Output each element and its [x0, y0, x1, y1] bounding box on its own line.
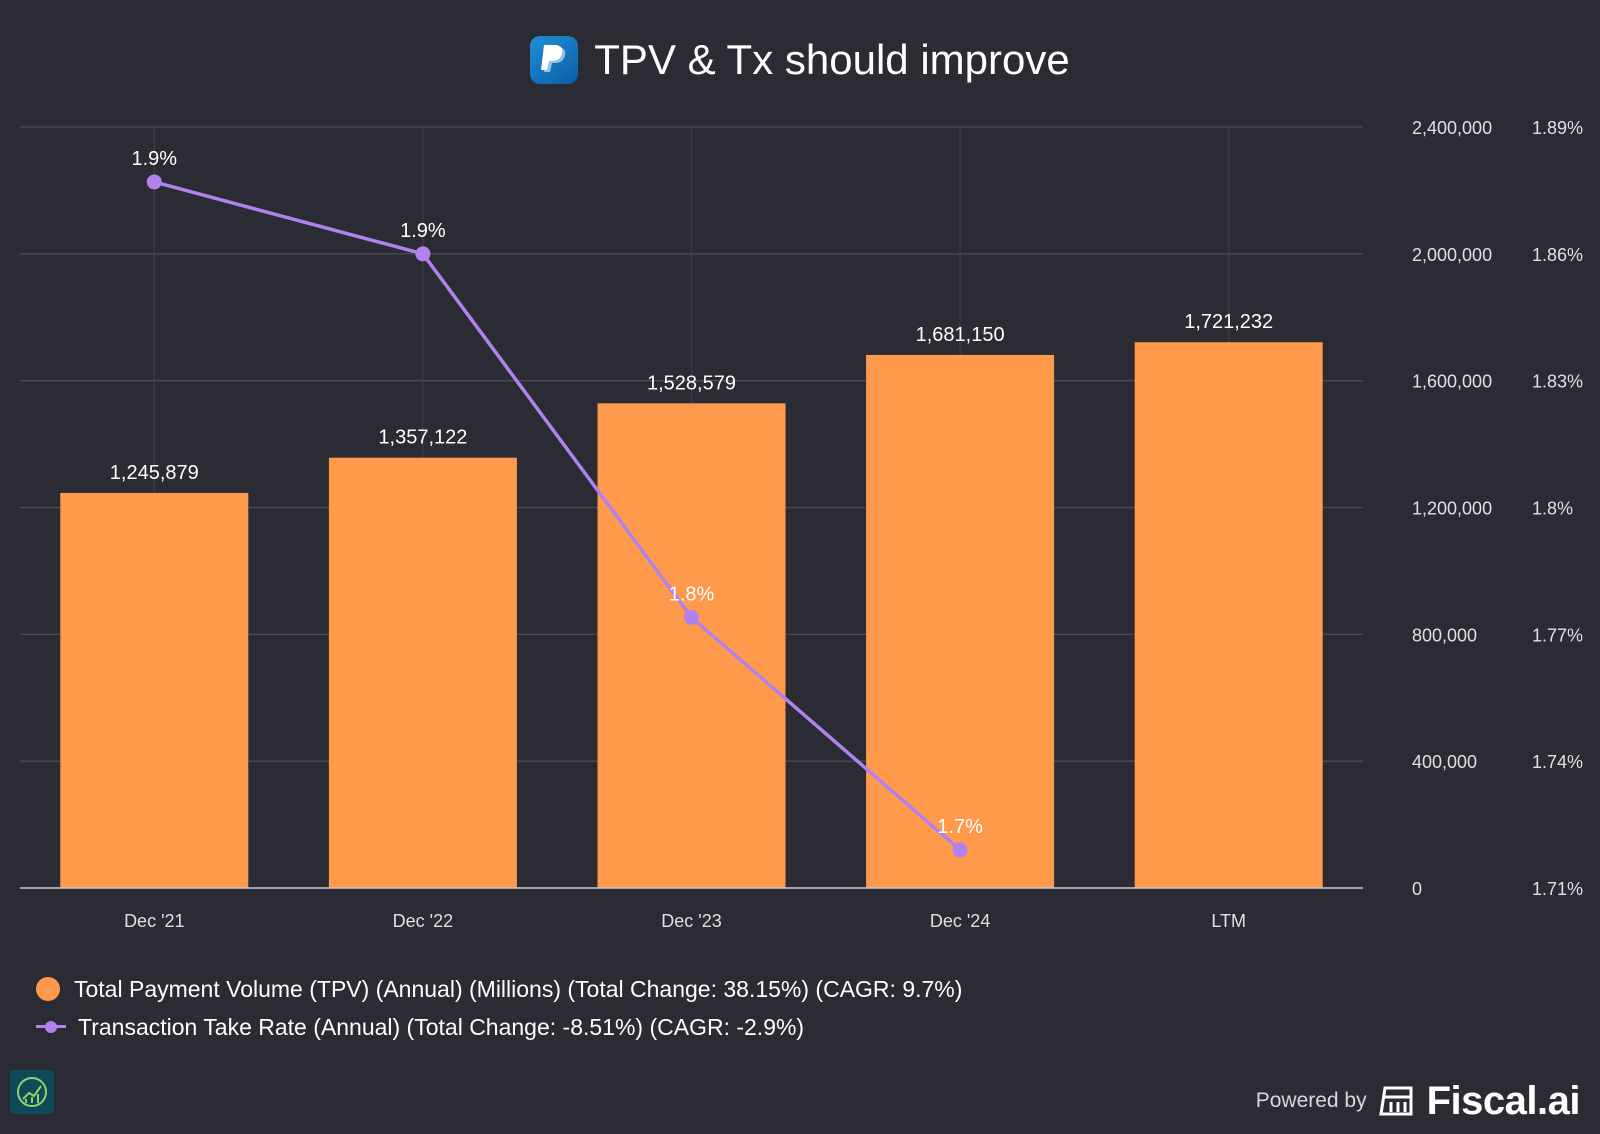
y-right-tick-label: 1.71%	[1532, 879, 1583, 899]
growth-chart-badge-icon	[10, 1070, 54, 1114]
y-right-tick-label: 1.74%	[1532, 752, 1583, 772]
legend-item-tpv[interactable]: Total Payment Volume (TPV) (Annual) (Mil…	[36, 970, 962, 1008]
tpv-bar-label: 1,681,150	[916, 324, 1005, 346]
take-rate-point[interactable]	[684, 609, 699, 625]
y-right-tick-label: 1.83%	[1532, 372, 1583, 392]
tpv-bars	[60, 342, 1323, 888]
x-tick-label: Dec '21	[124, 911, 184, 931]
take-rate-point[interactable]	[952, 842, 968, 858]
tpv-bar-label: 1,528,579	[647, 372, 736, 394]
tpv-legend-swatch	[36, 977, 60, 1001]
paypal-logo-icon	[530, 36, 579, 84]
take-rate-point-label: 1.7%	[937, 816, 983, 838]
y-right-tick-label: 1.86%	[1532, 245, 1583, 265]
y-left-tick-label: 0	[1412, 879, 1422, 899]
y-left-tick-label: 2,000,000	[1412, 245, 1492, 265]
y-right-tick-label: 1.8%	[1532, 499, 1573, 519]
y-left-tick-label: 1,200,000	[1412, 499, 1492, 519]
y-left-tick-label: 2,400,000	[1412, 118, 1492, 138]
take-rate-point[interactable]	[146, 174, 162, 190]
x-tick-label: Dec '23	[661, 911, 721, 931]
take-rate-point-label: 1.8%	[669, 583, 715, 605]
tpv-bar[interactable]	[1134, 342, 1323, 888]
x-tick-label: Dec '22	[393, 911, 453, 931]
y-right-tick-label: 1.77%	[1532, 625, 1583, 645]
chart-header: TPV & Tx should improve	[0, 30, 1600, 90]
x-tick-label: Dec '24	[930, 911, 990, 931]
tpv-bar-label: 1,245,879	[110, 462, 199, 484]
powered-by: Powered by Fiscal.ai	[1255, 1076, 1581, 1126]
take-rate-legend-swatch	[36, 1015, 66, 1039]
take-rate-point-label: 1.9%	[132, 148, 178, 170]
tpv-bar[interactable]	[866, 354, 1055, 888]
powered-by-text: Powered by	[1255, 1089, 1367, 1112]
chart-title: TPV & Tx should improve	[594, 36, 1070, 83]
take-rate-point-label: 1.9%	[400, 220, 446, 242]
tpv-bar[interactable]	[328, 457, 517, 888]
axes: Dec '21 Dec '22 Dec '23 Dec '24 LTM 0 400,000 8…	[20, 118, 1583, 931]
tpv-bar[interactable]	[60, 492, 249, 888]
y-left-tick-label: 800,000	[1412, 625, 1477, 645]
combo-chart: 1,245,879 1,357,122 1,528,579 1,681,150 1,72…	[20, 118, 1583, 931]
y-left-tick-label: 400,000	[1412, 752, 1477, 772]
legend-label-take-rate: Transaction Take Rate (Annual) (Total Ch…	[78, 1013, 805, 1040]
take-rate-point[interactable]	[415, 246, 431, 262]
tpv-bar[interactable]	[597, 403, 786, 888]
tpv-bar-label: 1,357,122	[378, 427, 467, 449]
brand-name: Fiscal.ai	[1426, 1078, 1581, 1123]
take-rate-line	[146, 174, 968, 858]
legend-label-tpv: Total Payment Volume (TPV) (Annual) (Mil…	[74, 975, 963, 1002]
y-left-tick-label: 1,600,000	[1412, 372, 1492, 392]
data-labels: 1,245,879 1,357,122 1,528,579 1,681,150 1,72…	[110, 148, 1273, 838]
legend-item-take-rate[interactable]: Transaction Take Rate (Annual) (Total Ch…	[36, 1008, 962, 1046]
x-tick-label: LTM	[1211, 911, 1246, 931]
tpv-bar-label: 1,721,232	[1184, 311, 1273, 333]
y-right-tick-label: 1.89%	[1532, 118, 1583, 138]
fiscal-ai-logo-icon	[1378, 1086, 1413, 1116]
take-rate-line-path	[153, 180, 962, 852]
chart-legend: Total Payment Volume (TPV) (Annual) (Mil…	[36, 970, 962, 1046]
